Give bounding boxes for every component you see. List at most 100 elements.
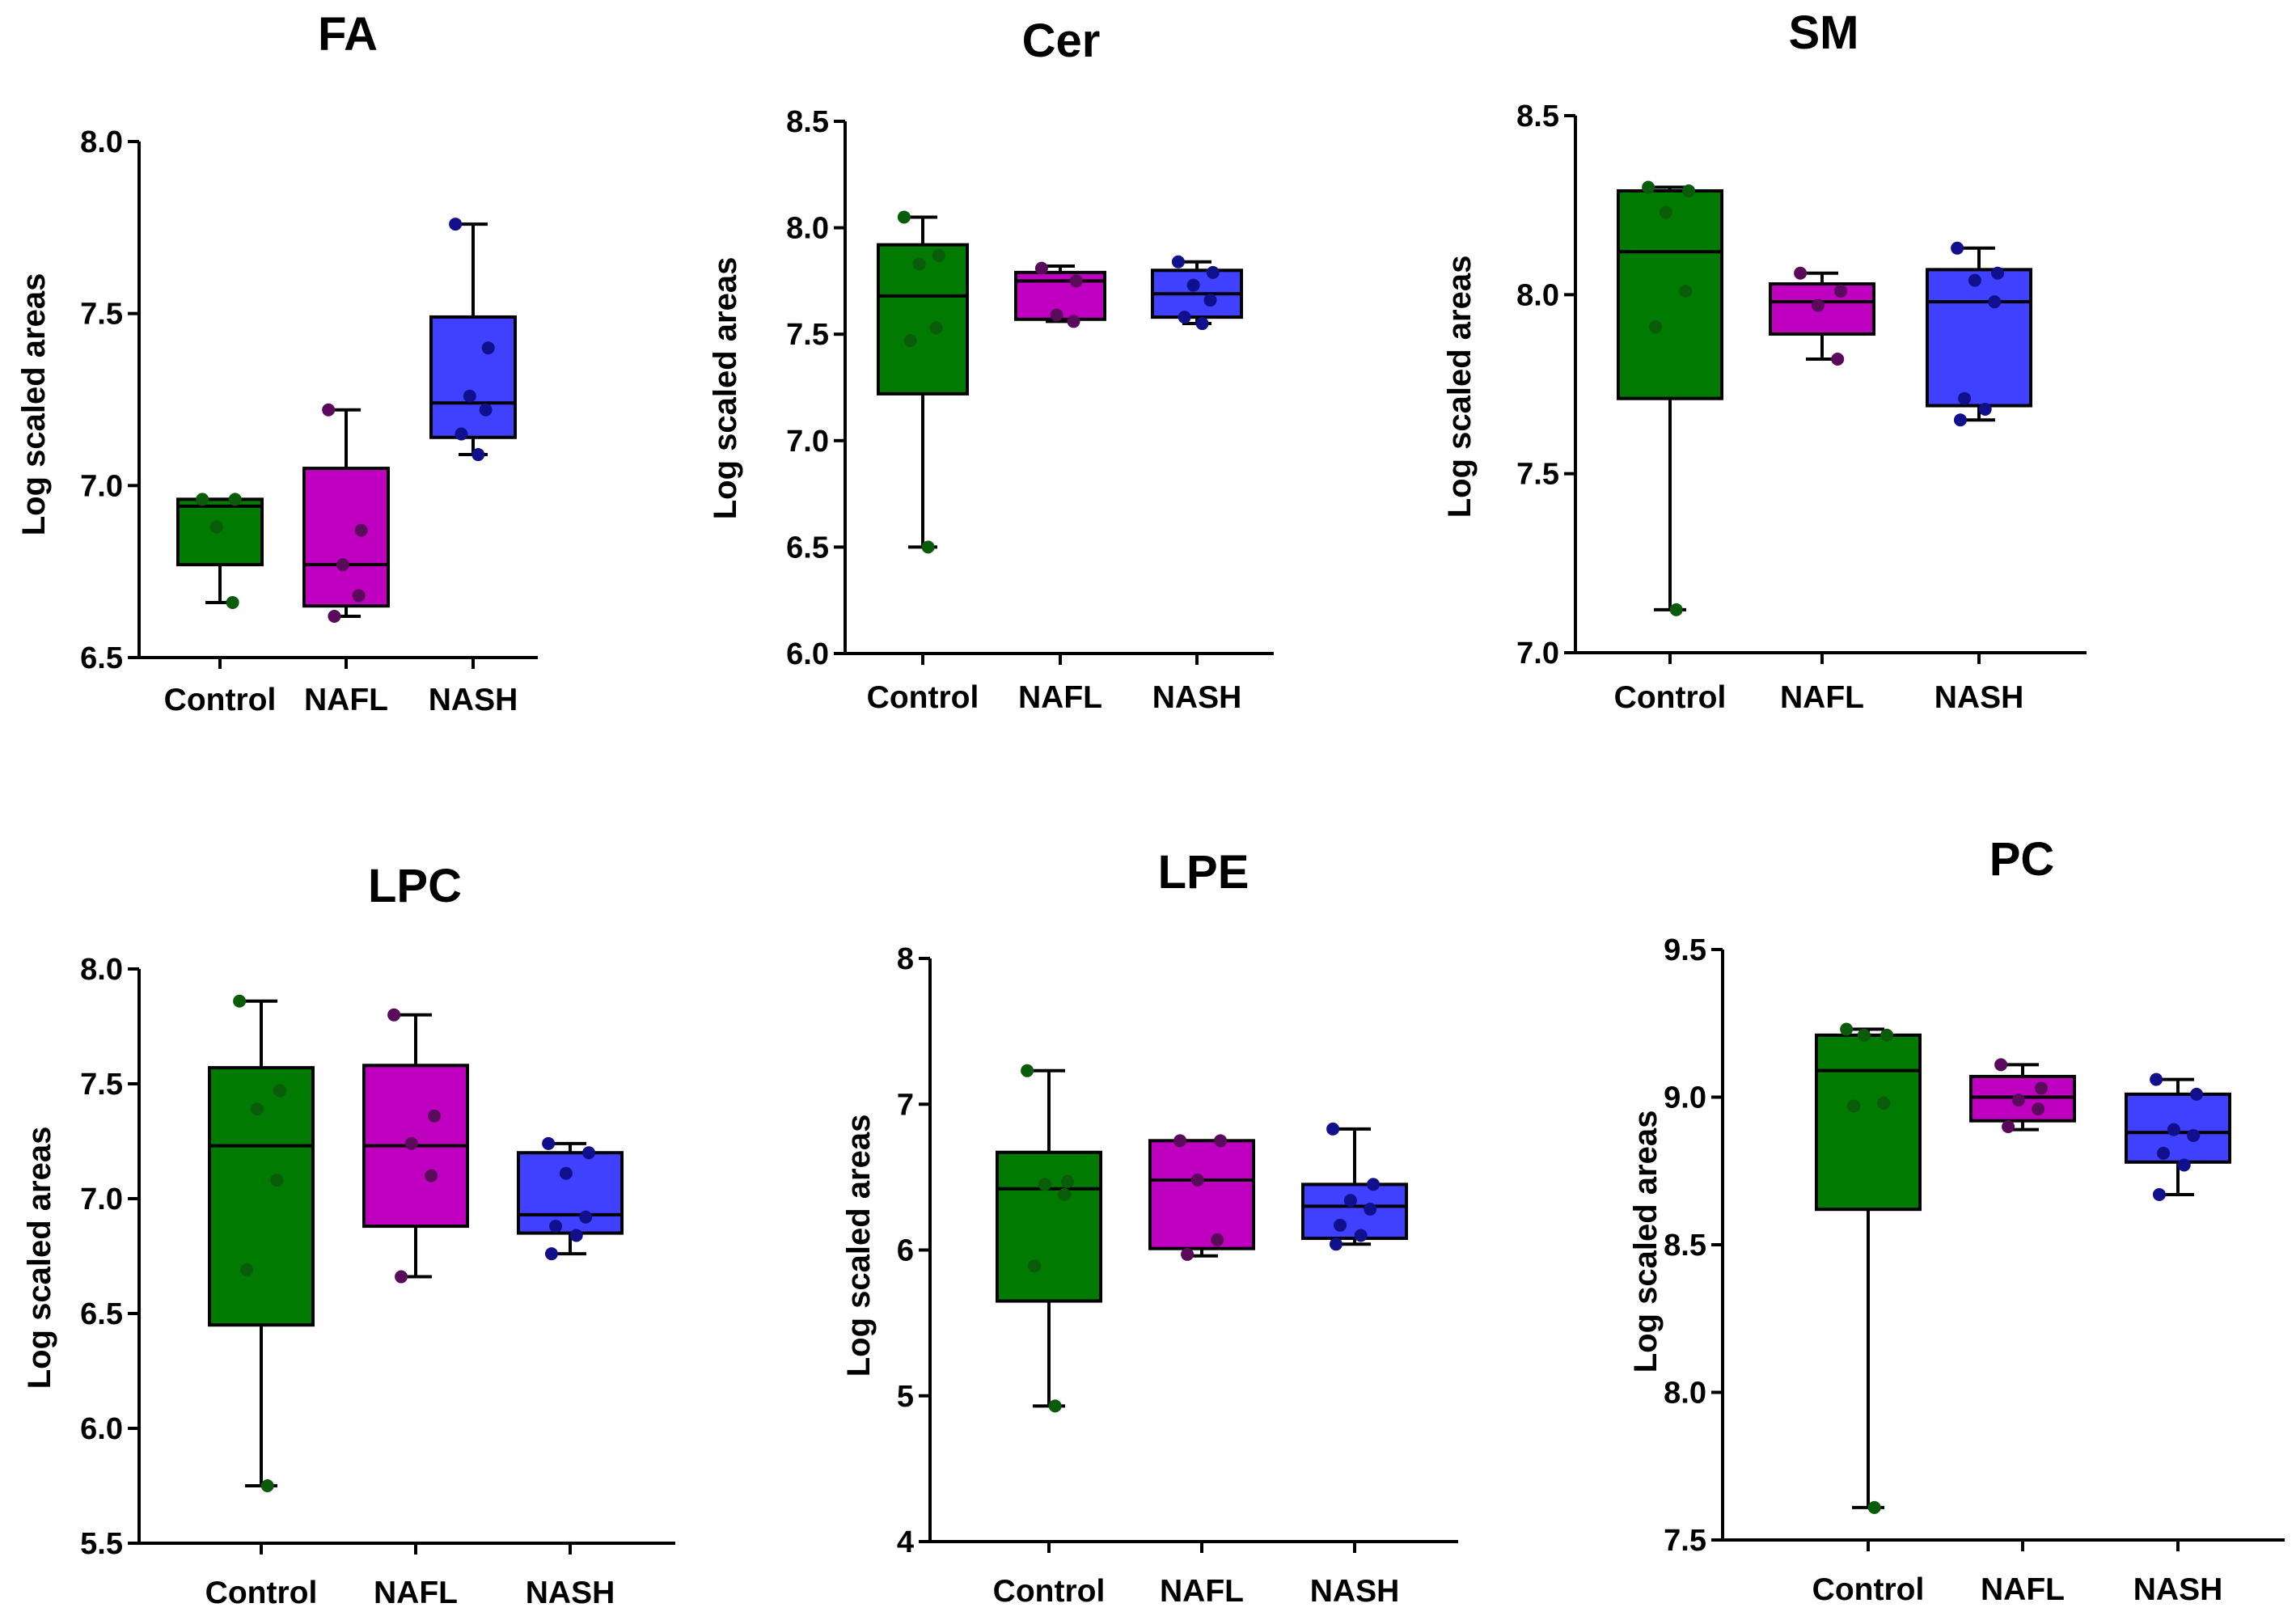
data-point	[2152, 1187, 2166, 1201]
y-tick-label: 8.0	[786, 212, 829, 246]
category-label-nafl: NAFL	[374, 1576, 458, 1610]
axes	[1574, 116, 2087, 664]
data-point	[1642, 180, 1655, 194]
data-point	[1880, 1028, 1894, 1042]
y-tick-label: 6.0	[80, 1412, 123, 1446]
y-tick-label: 6.5	[80, 641, 123, 675]
data-point	[1214, 1134, 1228, 1148]
data-point	[209, 520, 223, 534]
y-axis-ticks: 5.5 6.0 6.5 7.0 7.5 8.0	[80, 953, 139, 1561]
data-point	[912, 257, 926, 271]
data-point	[196, 493, 209, 506]
y-axis-label: Log scaled areas	[1442, 256, 1478, 518]
data-point	[921, 540, 935, 554]
panel-cer: Cer Log scaled areas Control NAFL NASH 6…	[708, 15, 1274, 715]
box-iqr	[517, 1151, 624, 1235]
chart-title: SM	[1789, 6, 1859, 59]
plot-area	[176, 218, 517, 623]
data-point	[1069, 274, 1083, 288]
data-point	[2002, 1120, 2015, 1133]
data-point	[1951, 241, 1964, 255]
data-point	[1067, 315, 1080, 328]
axes	[137, 142, 538, 669]
plot-area	[877, 210, 1243, 554]
data-point	[1978, 402, 1992, 416]
panel-lpe: LPE Log scaled areas Control NAFL NASH 4…	[841, 846, 1458, 1609]
data-point	[1682, 184, 1696, 197]
box-iqr	[1815, 1033, 1922, 1212]
y-tick-label: 5	[897, 1380, 914, 1414]
box-nash	[429, 218, 517, 462]
data-point	[1343, 1194, 1357, 1208]
data-point	[481, 341, 495, 355]
data-point	[1679, 284, 1693, 298]
data-point	[1028, 1259, 1042, 1273]
plot-area	[1617, 180, 2032, 616]
data-point	[260, 1479, 274, 1492]
data-point	[449, 218, 463, 231]
data-point	[270, 1174, 284, 1187]
box-nafl	[1969, 1058, 2076, 1133]
data-point	[2157, 1146, 2171, 1160]
y-tick-label: 6.5	[786, 531, 829, 565]
box-iqr	[1148, 1139, 1255, 1250]
panel-sm: SM Log scaled areas Control NAFL NASH 7.…	[1442, 6, 2087, 715]
data-point	[1203, 294, 1217, 307]
data-point	[1195, 317, 1209, 331]
data-point	[354, 523, 368, 537]
data-point	[582, 1146, 596, 1160]
category-label-nash: NASH	[1152, 680, 1242, 715]
category-label-nash: NASH	[429, 683, 518, 717]
y-tick-label: 6.5	[80, 1297, 123, 1331]
y-tick-label: 7.5	[80, 298, 123, 332]
panel-pc: PC Log scaled areas Control NAFL NASH 7.…	[1628, 833, 2285, 1607]
data-point	[579, 1210, 593, 1224]
data-point	[1038, 1178, 1051, 1191]
box-iqr	[1301, 1182, 1408, 1241]
data-point	[240, 1263, 254, 1277]
data-point	[1206, 265, 1220, 279]
y-tick-label: 7.0	[1516, 637, 1559, 671]
box-nafl	[1769, 266, 1875, 366]
box-control	[176, 493, 264, 609]
data-point	[1329, 1237, 1343, 1251]
data-point	[1186, 278, 1200, 292]
data-point	[1834, 284, 1848, 298]
data-point	[1021, 1064, 1034, 1077]
data-point	[1867, 1500, 1881, 1514]
data-point	[328, 609, 341, 623]
category-label-nafl: NAFL	[1981, 1572, 2065, 1607]
data-point	[542, 1136, 556, 1150]
plot-area	[1815, 1022, 2231, 1514]
data-point	[1367, 1178, 1381, 1191]
data-point	[1190, 1173, 1204, 1187]
plot-area	[996, 1064, 1408, 1413]
data-point	[1181, 1247, 1195, 1261]
data-point	[929, 321, 943, 335]
chart-title: Cer	[1022, 15, 1101, 67]
data-point	[2190, 1087, 2204, 1101]
data-point	[1058, 1188, 1072, 1202]
y-tick-label: 7.0	[786, 425, 829, 459]
category-label-control: Control	[205, 1576, 318, 1610]
y-tick-label: 8.5	[786, 105, 829, 139]
data-point	[1364, 1203, 1377, 1216]
y-tick-label: 4	[897, 1525, 914, 1559]
category-label-nash: NASH	[2133, 1572, 2223, 1607]
y-axis-label: Log scaled areas	[708, 257, 743, 520]
data-point	[250, 1102, 264, 1116]
data-point	[471, 448, 485, 462]
y-axis-ticks: 6.5 7.0 7.5 8.0	[80, 125, 139, 675]
data-point	[1958, 391, 1972, 405]
data-point	[1669, 603, 1683, 616]
data-point	[1794, 266, 1808, 280]
category-label-control: Control	[1614, 680, 1727, 715]
data-point	[569, 1229, 583, 1242]
chart-title: FA	[318, 8, 378, 61]
data-point	[1991, 266, 2005, 280]
data-point	[1831, 353, 1845, 366]
axes	[928, 958, 1458, 1553]
data-point	[2035, 1081, 2049, 1095]
y-axis-ticks: 6.0 6.5 7.0 7.5 8.0 8.5	[786, 105, 845, 671]
data-point	[549, 1220, 563, 1233]
